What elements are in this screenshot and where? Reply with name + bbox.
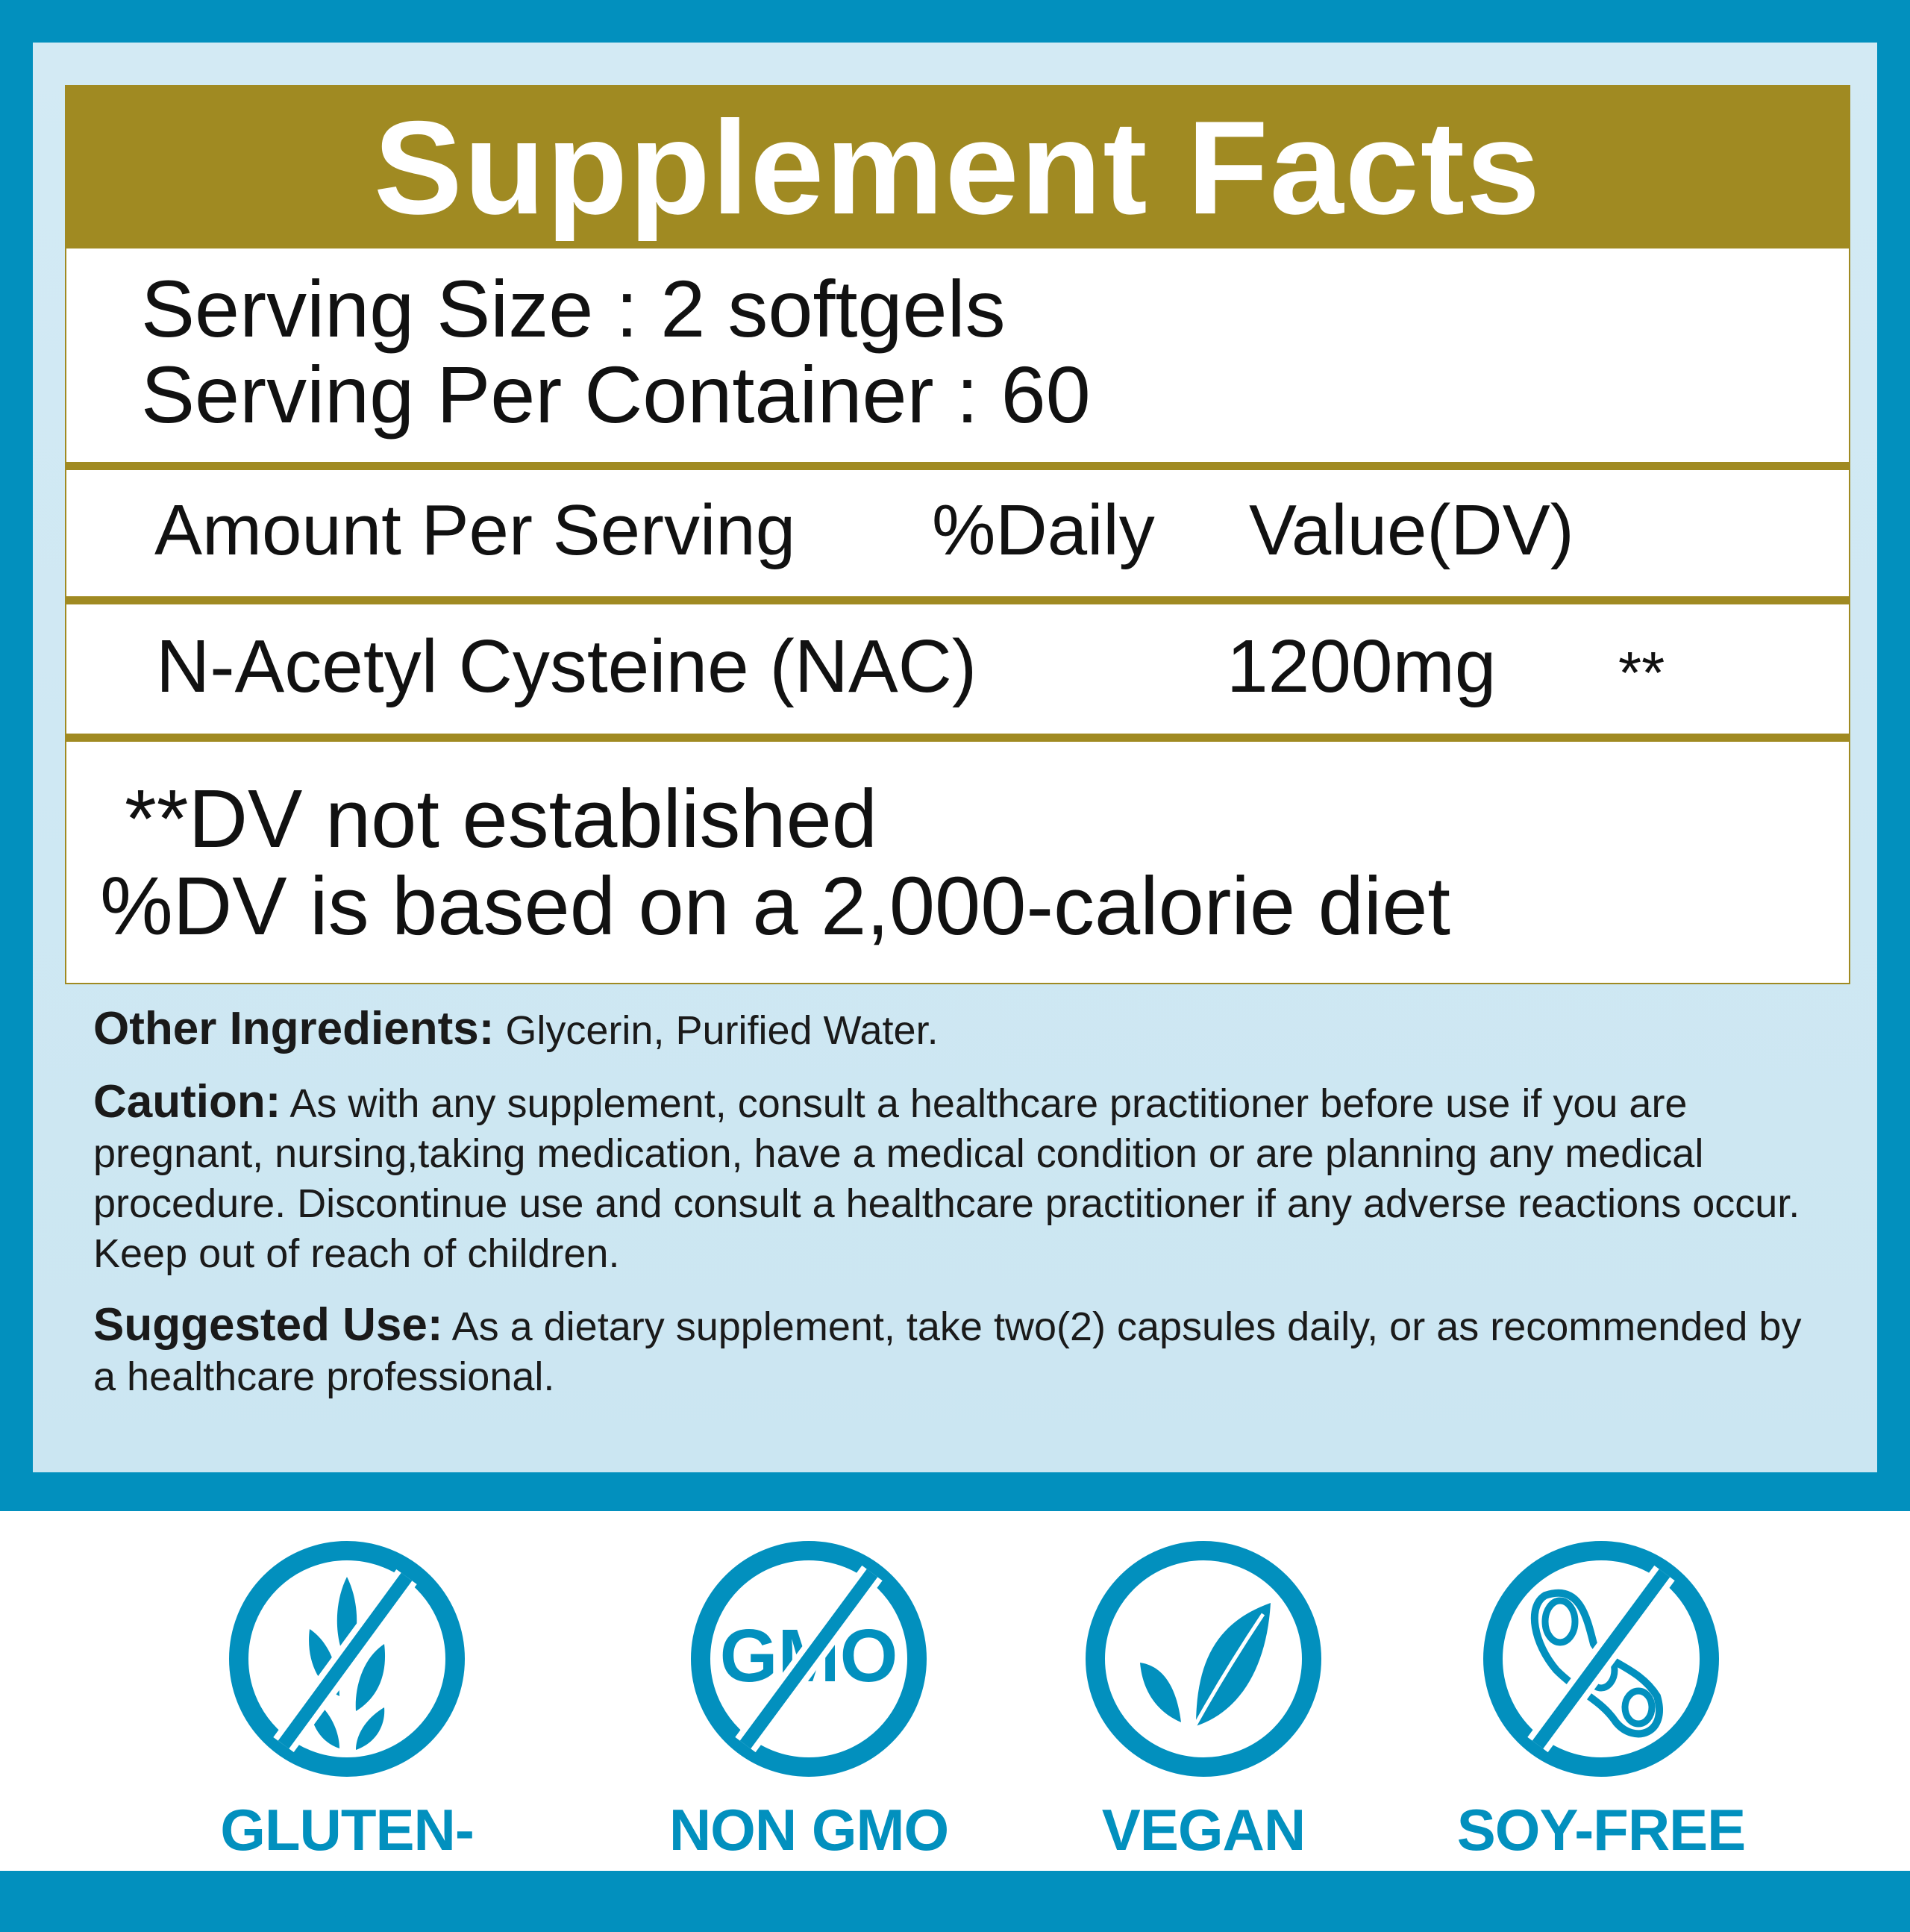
no-gmo-icon: GMO [691, 1541, 927, 1777]
badge-soy-free: SOY-FREE [1444, 1511, 1758, 1864]
no-soy-icon [1483, 1541, 1719, 1777]
label-title: Supplement Facts [66, 87, 1849, 248]
badge-gluten-free: GLUTEN-FREE [190, 1511, 504, 1932]
info-section: Other Ingredients: Glycerin, Purified Wa… [93, 1004, 1832, 1423]
ingredient-name: N-Acetyl Cysteine (NAC) [156, 625, 977, 708]
footnote-calorie: %DV is based on a 2,000-calorie diet [100, 860, 1450, 952]
column-amount: Amount Per Serving [154, 490, 796, 570]
badge-label: NON GMO [668, 1797, 949, 1863]
column-daily: %Daily [932, 490, 1155, 570]
divider [66, 596, 1849, 604]
ingredient-dv: ** [1618, 640, 1665, 706]
badge-non-gmo: GMO NON GMO [652, 1511, 965, 1864]
badges-band: GLUTEN-FREE GMO NON GMO VEGAN SOY-FR [0, 1511, 1910, 1931]
badge-label: GLUTEN-FREE [220, 1797, 475, 1931]
servings-per-container: Serving Per Container : 60 [141, 349, 1091, 440]
supplement-facts-label: Supplement Facts Serving Size : 2 softge… [65, 85, 1850, 984]
divider [66, 734, 1849, 742]
badge-label: VEGAN [1101, 1797, 1306, 1863]
suggested-use: Suggested Use: As a dietary supplement, … [93, 1299, 1802, 1399]
badge-vegan: VEGAN [1047, 1511, 1360, 1864]
caution: Caution: As with any supplement, consult… [93, 1076, 1800, 1276]
badge-label: SOY-FREE [1456, 1797, 1746, 1863]
no-wheat-icon [229, 1541, 465, 1777]
footnote-dv: **DV not established [125, 773, 877, 865]
other-ingredients: Other Ingredients: Glycerin, Purified Wa… [93, 1003, 939, 1054]
divider [66, 462, 1849, 470]
leaf-icon [1086, 1541, 1321, 1777]
ingredient-amount: 1200mg [1227, 625, 1497, 708]
serving-size: Serving Size : 2 softgels [141, 263, 1006, 354]
column-value: Value(DV) [1249, 490, 1574, 570]
